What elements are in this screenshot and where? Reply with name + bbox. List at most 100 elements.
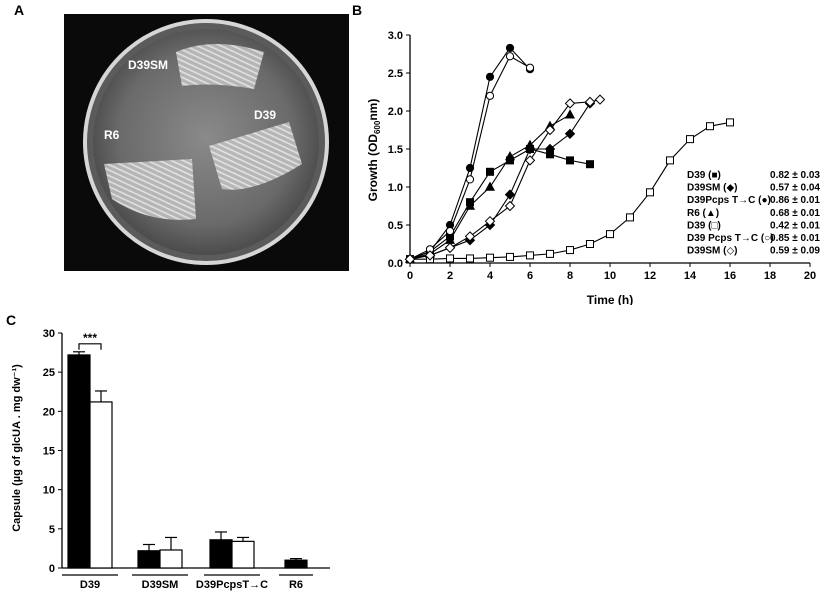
growth-point-open-square	[466, 254, 474, 263]
growth-chart-xlabel: Time (h)	[587, 293, 633, 305]
growth-point-open-square	[686, 135, 694, 144]
growth-series-open-square	[406, 118, 734, 264]
growth-y-tick-label: 2.0	[388, 106, 403, 118]
growth-x-tick-label: 2	[447, 270, 453, 282]
growth-point-filled-square	[586, 160, 594, 169]
capsule-category-label: D39PcpsT→C	[196, 579, 268, 591]
growth-point-open-square	[626, 213, 634, 222]
streak-d39sm	[176, 44, 264, 89]
capsule-bar-white	[159, 549, 183, 569]
growth-point-open-diamond	[584, 96, 596, 108]
growth-line-open-square	[410, 121, 731, 260]
plate-label-d39: D39	[254, 108, 276, 122]
streak-r6	[104, 159, 196, 220]
growth-point-open-square	[666, 156, 674, 165]
capsule-category-label: D39	[80, 579, 100, 591]
growth-point-open-square	[566, 246, 574, 255]
capsule-chart-ylabel: Capsule (µg of glcUA . mg dw⁻¹)	[11, 364, 23, 532]
growth-point-open-diamond	[484, 215, 496, 227]
capsule-bar-white	[89, 401, 113, 569]
capsule-y-tick-label: 0	[49, 563, 55, 575]
growth-point-filled-triangle	[564, 109, 576, 119]
panel-label-b: B	[352, 2, 363, 18]
growth-point-open-square	[546, 249, 554, 258]
growth-y-tick-label: 1.5	[388, 144, 403, 156]
legend-entry-filled-diamond: D39SM (◆)	[687, 183, 737, 194]
growth-y-tick-label: 0.5	[388, 220, 403, 232]
plate-label-r6: R6	[104, 128, 120, 142]
streak-d39	[209, 122, 302, 190]
growth-line-filled-diamond	[409, 103, 591, 260]
growth-point-open-square	[526, 251, 534, 260]
capsule-bar-black	[137, 550, 161, 569]
growth-point-open-diamond	[594, 94, 606, 105]
significance-bracket	[78, 343, 102, 350]
growth-x-tick-label: 20	[804, 270, 816, 282]
growth-point-open-diamond	[504, 200, 516, 212]
capsule-y-tick-label: 5	[49, 524, 55, 536]
legend-rate-open-diamond: 0.59 ± 0.09	[770, 246, 820, 257]
growth-point-open-diamond	[444, 242, 456, 254]
legend-rate-filled-circle: 0.86 ± 0.01	[770, 195, 820, 206]
legend-entry-filled-circle: D39Pcps T→C (●)	[687, 195, 771, 206]
capsule-bar-chart: 0 5 10 15 20 25 30 D39 D39SM D39PcpsT→C R6 *** Cap…	[11, 328, 330, 591]
legend-entry-open-diamond: D39SM (◇)	[687, 246, 737, 257]
legend-rate-open-square: 0.42 ± 0.01	[770, 220, 820, 231]
growth-point-filled-diamond	[504, 189, 516, 200]
growth-x-tick-label: 16	[724, 270, 736, 282]
legend-rate-open-circle: 0.85 ± 0.01	[770, 233, 820, 244]
growth-point-open-square	[646, 188, 654, 197]
growth-series-open-diamond	[404, 94, 606, 265]
growth-point-filled-triangle	[504, 151, 516, 161]
capsule-y-tick-label: 10	[43, 485, 55, 497]
growth-point-open-square	[606, 230, 614, 239]
panel-label-a: A	[14, 2, 25, 18]
agar-plate-photo: D39SM D39 R6	[64, 14, 349, 271]
capsule-y-tick-label: 25	[43, 367, 55, 379]
growth-point-filled-diamond	[564, 128, 576, 140]
growth-x-tick-label: 0	[407, 270, 413, 282]
growth-chart-ylabel: Growth (OD600nm)	[366, 99, 382, 202]
legend-rate-filled-diamond: 0.57 ± 0.04	[770, 183, 820, 194]
growth-point-open-square	[486, 253, 494, 262]
growth-x-tick-label: 6	[527, 270, 533, 282]
growth-x-tick-label: 18	[764, 270, 776, 282]
growth-x-tick-label: 4	[487, 270, 494, 282]
significance-stars: ***	[83, 331, 97, 345]
growth-point-open-circle	[465, 175, 475, 184]
capsule-category-label: R6	[289, 579, 303, 591]
capsule-category-label: D39SM	[142, 579, 179, 591]
capsule-bar-black	[284, 559, 308, 569]
growth-line-open-diamond	[409, 99, 601, 260]
growth-point-filled-triangle	[484, 181, 496, 191]
legend-entry-open-circle: D39 Pcps T→C (○)	[687, 233, 774, 244]
growth-point-open-circle	[485, 91, 495, 100]
plate-label-d39sm: D39SM	[128, 58, 168, 72]
growth-x-tick-label: 12	[644, 270, 656, 282]
growth-point-filled-circle	[505, 43, 515, 53]
growth-x-tick-label: 10	[604, 270, 616, 282]
capsule-bar-black	[209, 539, 233, 569]
growth-y-tick-label: 0.0	[388, 258, 403, 270]
legend-entry-filled-triangle: R6 (▲)	[687, 208, 719, 219]
growth-point-open-diamond	[524, 155, 536, 166]
growth-y-tick-label: 2.5	[388, 68, 403, 80]
growth-point-open-square	[446, 254, 454, 263]
growth-point-open-square	[506, 252, 514, 261]
capsule-bar-white	[231, 540, 255, 569]
growth-point-open-diamond	[404, 253, 416, 265]
growth-point-open-diamond	[564, 98, 576, 109]
growth-x-tick-label: 8	[567, 270, 573, 282]
growth-point-open-square	[586, 240, 594, 248]
growth-point-open-circle	[505, 52, 515, 61]
capsule-y-tick-label: 20	[43, 406, 55, 418]
legend-entry-filled-square: D39 (■)	[687, 170, 721, 181]
growth-series-filled-diamond	[404, 98, 596, 265]
growth-x-tick-label: 14	[684, 270, 697, 282]
growth-line-filled-square	[409, 148, 591, 260]
growth-point-open-square	[706, 122, 714, 131]
growth-point-filled-triangle	[464, 200, 476, 210]
capsule-y-tick-label: 15	[43, 446, 55, 458]
capsule-y-tick-label: 30	[43, 328, 55, 340]
growth-point-filled-triangle	[524, 139, 536, 149]
